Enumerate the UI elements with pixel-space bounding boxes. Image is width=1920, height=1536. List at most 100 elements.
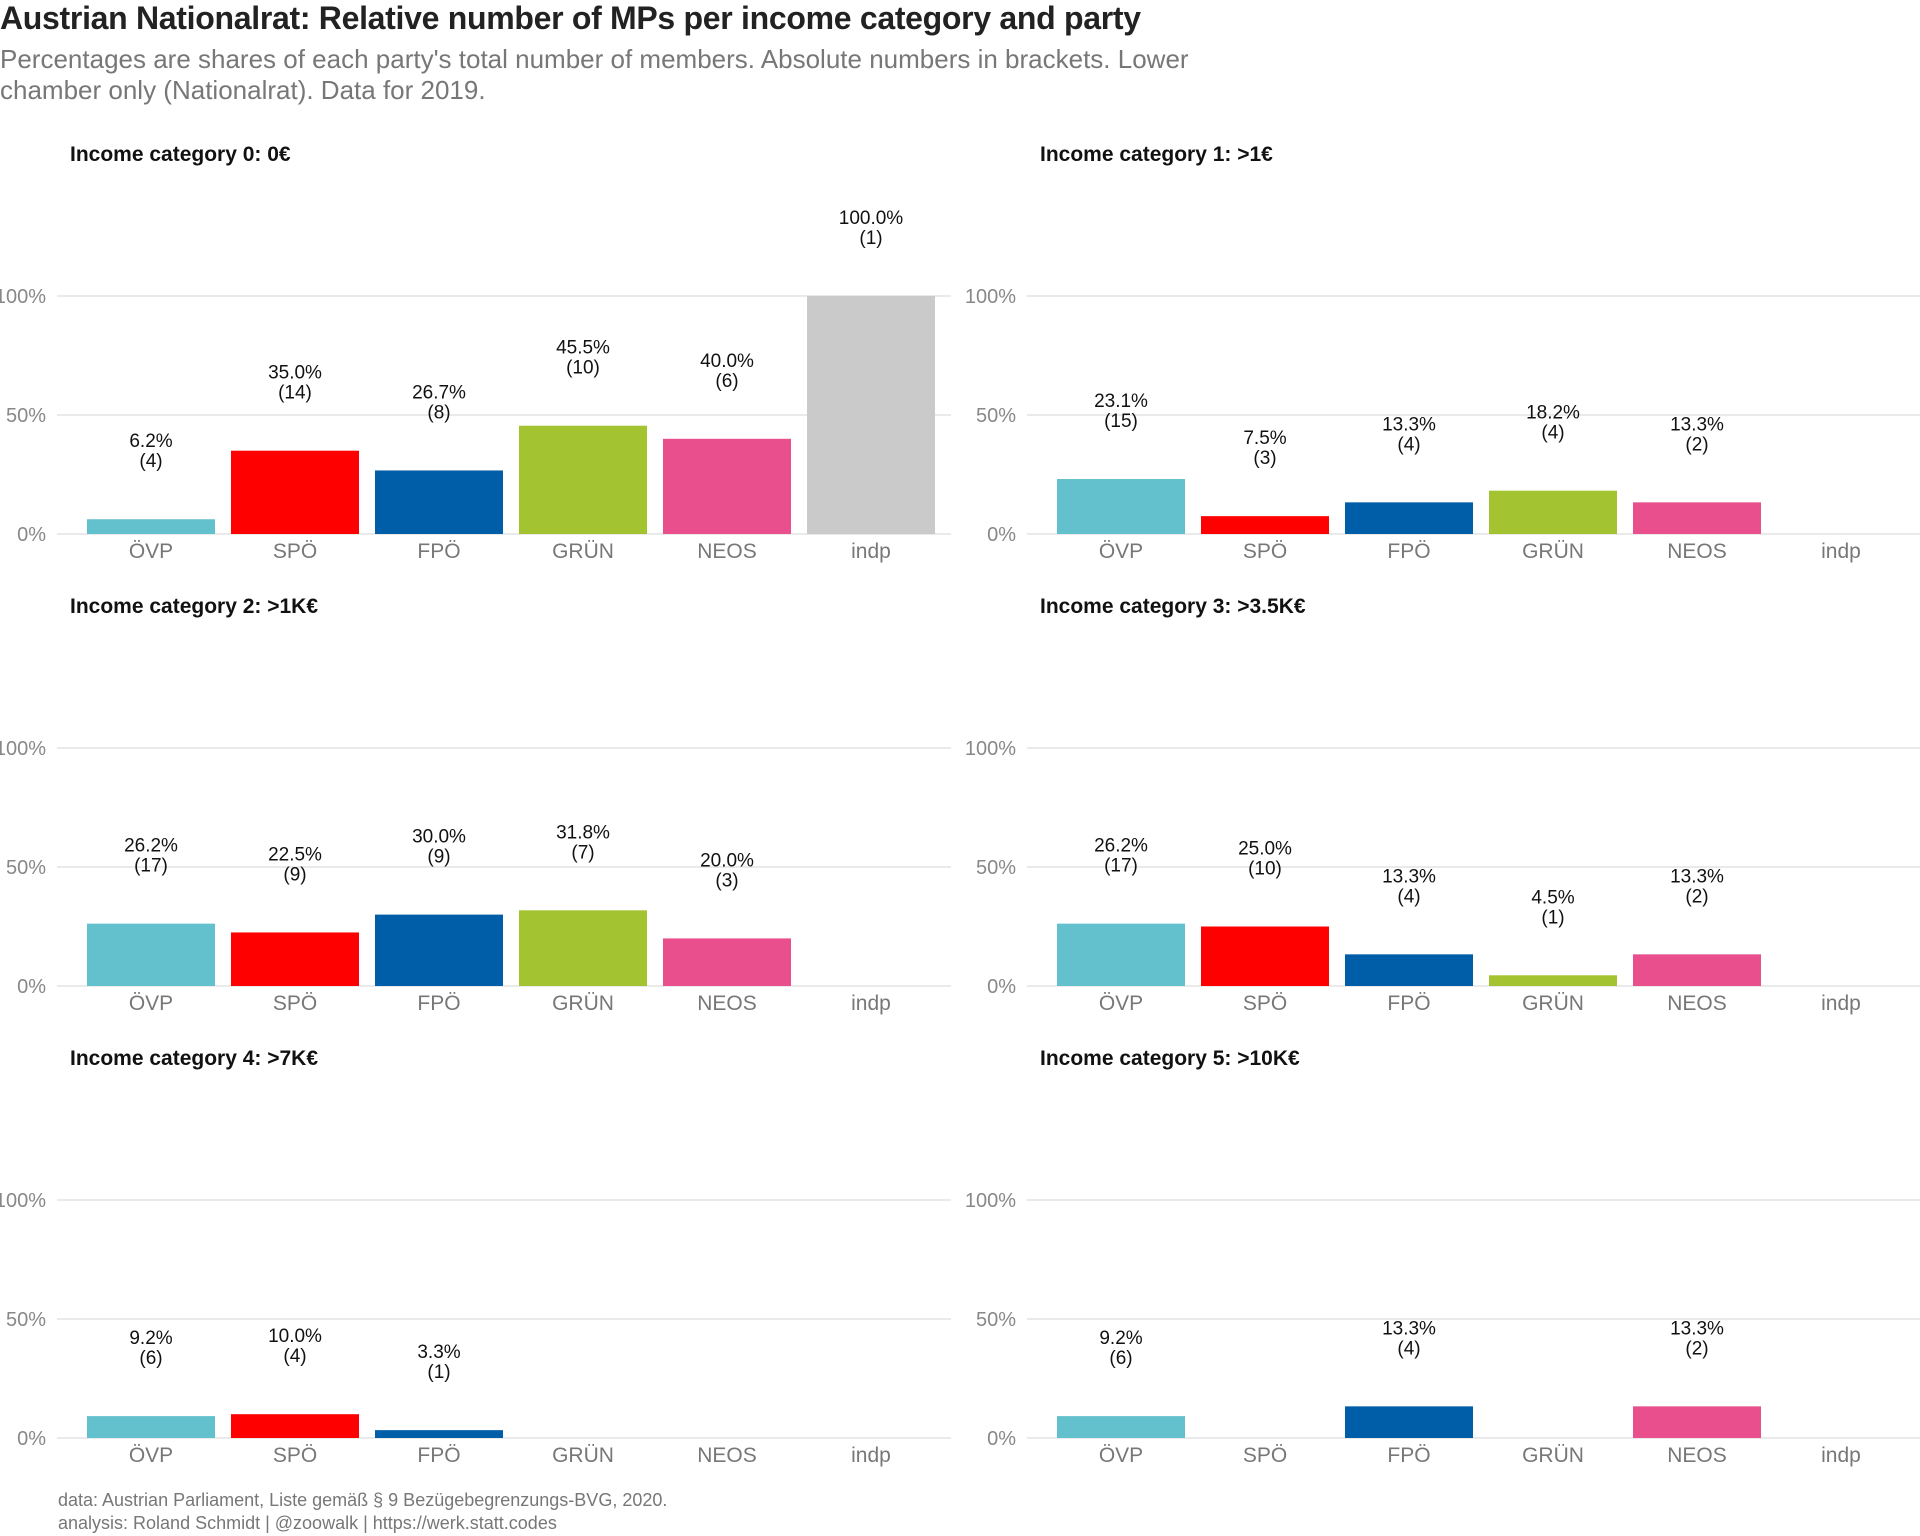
bar [519,425,647,534]
bar [1489,490,1617,534]
bar-count-label: (4) [1397,1338,1420,1359]
x-tick-label: FPÖ [1387,992,1430,1015]
x-tick-label: FPÖ [417,1444,460,1467]
bar-value-label: 26.2% [124,836,178,857]
x-tick-label: SPÖ [273,540,317,563]
bar-value-label: 40.0% [700,351,754,372]
bar [1201,516,1329,534]
bar-count-label: (4) [1397,886,1420,907]
bar [87,1416,215,1438]
bar-count-label: (1) [859,228,882,249]
bar-value-label: 20.0% [700,850,754,871]
y-tick-label: 100% [0,738,46,760]
bar-count-label: (15) [1104,411,1138,432]
bar-value-label: 13.3% [1670,414,1724,435]
y-tick-label: 50% [6,857,46,879]
x-tick-label: indp [851,992,891,1015]
bar [663,938,791,986]
x-tick-label: SPÖ [1243,1444,1287,1467]
bar-count-label: (17) [134,856,168,877]
bar-count-label: (4) [139,451,162,472]
x-tick-label: SPÖ [273,1444,317,1467]
bar-value-label: 10.0% [268,1326,322,1347]
y-tick-label: 50% [976,405,1016,427]
bar [375,1430,503,1438]
x-tick-label: indp [851,1444,891,1467]
x-tick-label: ÖVP [1099,540,1143,563]
x-tick-label: SPÖ [1243,540,1287,563]
bar-count-label: (2) [1685,434,1708,455]
bar-value-label: 13.3% [1382,1318,1436,1339]
bar-value-label: 13.3% [1670,1318,1724,1339]
bar-value-label: 6.2% [129,431,172,452]
y-tick-label: 100% [0,1190,46,1212]
y-tick-label: 50% [976,857,1016,879]
bar [1057,1416,1185,1438]
y-tick-label: 0% [987,976,1016,998]
bar-count-label: (3) [1253,448,1276,469]
bar [1489,975,1617,986]
chart-subtitle: Percentages are shares of each party's t… [0,44,1189,105]
bar-count-label: (1) [1541,907,1564,928]
bar [1345,1406,1473,1438]
bar [1633,954,1761,986]
x-tick-label: SPÖ [1243,992,1287,1015]
bar-value-label: 35.0% [268,363,322,384]
bar-count-label: (10) [566,358,600,379]
bar-value-label: 4.5% [1531,887,1574,908]
bar-count-label: (9) [283,864,306,885]
x-tick-label: FPÖ [417,992,460,1015]
bar-value-label: 13.3% [1382,866,1436,887]
x-tick-label: ÖVP [129,992,173,1015]
x-tick-label: GRÜN [1522,1444,1584,1467]
x-tick-label: indp [1821,540,1861,563]
bar-value-label: 9.2% [129,1328,172,1349]
bar [375,470,503,534]
bar-count-label: (3) [715,870,738,891]
x-tick-label: ÖVP [129,1444,173,1467]
bar [1633,1406,1761,1438]
x-tick-label: ÖVP [129,540,173,563]
x-tick-label: GRÜN [552,1444,614,1467]
bar-count-label: (6) [715,371,738,392]
x-tick-label: GRÜN [552,540,614,563]
y-tick-label: 50% [6,1309,46,1331]
bar-count-label: (1) [427,1362,450,1383]
bar-count-label: (7) [571,842,594,863]
bar-count-label: (4) [283,1346,306,1367]
bar [807,296,935,534]
x-tick-label: GRÜN [1522,540,1584,563]
bar-count-label: (2) [1685,886,1708,907]
bar-value-label: 18.2% [1526,403,1580,424]
panel-title: Income category 4: >7K€ [70,1047,318,1070]
bar-value-label: 22.5% [268,844,322,865]
bar [375,914,503,986]
bar-count-label: (17) [1104,856,1138,877]
bar [231,932,359,986]
bar-value-label: 25.0% [1238,839,1292,860]
y-tick-label: 50% [976,1309,1016,1331]
y-tick-label: 100% [965,738,1016,760]
chart-caption: data: Austrian Parliament, Liste gemäß §… [58,1489,667,1535]
bar-value-label: 3.3% [417,1342,460,1363]
x-tick-label: FPÖ [1387,1444,1430,1467]
bar [87,923,215,986]
bar [1201,926,1329,986]
bar [519,910,647,986]
x-tick-label: NEOS [1667,992,1727,1015]
bar [1345,502,1473,534]
bar-count-label: (8) [427,402,450,423]
x-tick-label: NEOS [697,540,757,563]
bar [231,1414,359,1438]
x-tick-label: FPÖ [417,540,460,563]
x-tick-label: indp [1821,992,1861,1015]
bar-value-label: 45.5% [556,338,610,359]
x-tick-label: ÖVP [1099,992,1143,1015]
bar-count-label: (6) [139,1348,162,1369]
x-tick-label: NEOS [1667,1444,1727,1467]
bar-count-label: (2) [1685,1338,1708,1359]
bar-count-label: (14) [278,383,312,404]
bar-value-label: 9.2% [1099,1328,1142,1349]
bar-count-label: (10) [1248,859,1282,880]
